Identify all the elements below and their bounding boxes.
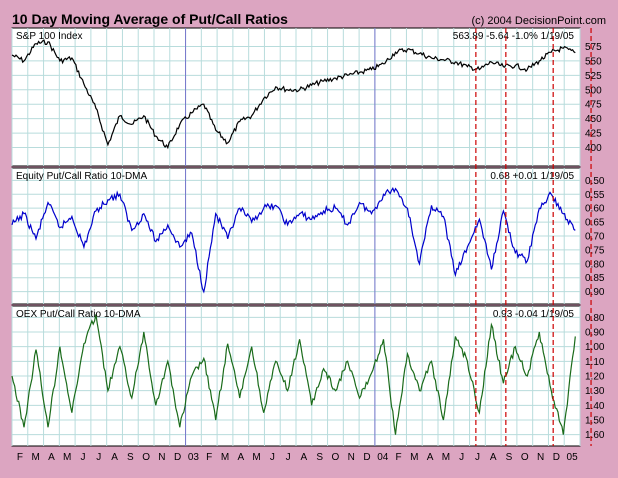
sp100-grid xyxy=(11,28,581,166)
x-tick-label: M xyxy=(221,452,229,463)
x-tick-label: M xyxy=(442,452,450,463)
chart-title: 10 Day Moving Average of Put/Call Ratios xyxy=(12,11,288,27)
x-tick-label: 05 xyxy=(567,452,579,463)
y-tick-label: 1.50 xyxy=(585,416,605,427)
oex-y-axis: 0.80 0.90 1.00 1.10 1.20 1.30 1.40 1.50 1.60 xyxy=(585,313,605,441)
y-tick-label: 0.60 xyxy=(585,204,605,215)
y-tick-label: 1.40 xyxy=(585,401,605,412)
y-tick-label: 0.90 xyxy=(585,287,605,298)
y-tick-label: 0.65 xyxy=(585,218,605,229)
y-tick-label: 1.60 xyxy=(585,430,605,441)
sp100-dividers xyxy=(185,28,376,166)
sp100-line xyxy=(11,39,576,150)
equity-readout: 0.68 +0.01 1/19/05 xyxy=(490,171,574,182)
copyright-notice: (c) 2004 DecisionPoint.com xyxy=(471,15,606,27)
x-tick-label: F xyxy=(17,452,23,463)
oex-panel-title: OEX Put/Call Ratio 10-DMA xyxy=(16,309,141,320)
x-tick-label: A xyxy=(237,452,244,463)
x-tick-label: D xyxy=(174,452,181,463)
equity-y-axis: 0.50 0.55 0.60 0.65 0.70 0.75 0.80 0.85 0.90 xyxy=(585,176,605,298)
x-tick-label: O xyxy=(142,452,150,463)
oex-panel: 0.80 0.90 1.00 1.10 1.20 1.30 1.40 1.50 1.60 OEX… xyxy=(11,305,605,447)
equity-panel-title: Equity Put/Call Ratio 10-DMA xyxy=(16,171,147,182)
x-tick-label: J xyxy=(475,452,480,463)
y-tick-label: 525 xyxy=(585,71,602,82)
oex-readout: 0.93 -0.04 1/19/05 xyxy=(493,309,575,320)
oex-dividers xyxy=(185,306,376,446)
x-tick-label: O xyxy=(332,452,340,463)
x-tick-label: A xyxy=(301,452,308,463)
x-tick-label: A xyxy=(427,452,434,463)
x-tick-label: J xyxy=(270,452,275,463)
x-tick-label: M xyxy=(31,452,39,463)
x-tick-label: S xyxy=(316,452,323,463)
y-tick-label: 0.80 xyxy=(585,313,605,324)
sp100-panel-title: S&P 100 Index xyxy=(16,31,83,42)
equity-dividers xyxy=(185,168,376,304)
x-tick-label: S xyxy=(127,452,134,463)
x-tick-label: D xyxy=(553,452,560,463)
sp100-readout: 563.89 -5.64 -1.0% 1/19/05 xyxy=(453,31,575,42)
x-tick-label: M xyxy=(410,452,418,463)
y-tick-label: 0.50 xyxy=(585,176,605,187)
x-tick-label: J xyxy=(81,452,86,463)
y-tick-label: 575 xyxy=(585,42,602,53)
y-tick-label: 450 xyxy=(585,114,602,125)
y-tick-label: 0.80 xyxy=(585,259,605,270)
x-tick-label: 03 xyxy=(188,452,200,463)
y-tick-label: 1.30 xyxy=(585,386,605,397)
equity-line xyxy=(11,186,576,294)
x-tick-label: J xyxy=(459,452,464,463)
sp100-y-axis: 400 425 450 475 500 525 550 575 xyxy=(585,42,602,154)
y-tick-label: 0.70 xyxy=(585,232,605,243)
y-tick-label: 400 xyxy=(585,143,602,154)
x-tick-label: A xyxy=(490,452,497,463)
x-tick-label: N xyxy=(537,452,544,463)
equity-panel: 0.50 0.55 0.60 0.65 0.70 0.75 0.80 0.85 0.90 Equ… xyxy=(11,167,605,305)
y-tick-label: 550 xyxy=(585,56,602,67)
y-tick-label: 1.20 xyxy=(585,372,605,383)
y-tick-label: 1.10 xyxy=(585,357,605,368)
y-tick-label: 1.00 xyxy=(585,342,605,353)
signal-lines xyxy=(475,28,592,446)
y-tick-label: 475 xyxy=(585,100,602,111)
y-tick-label: 0.90 xyxy=(585,328,605,339)
equity-grid xyxy=(11,168,581,304)
x-tick-label: O xyxy=(521,452,529,463)
x-tick-label: N xyxy=(158,452,165,463)
y-tick-label: 0.85 xyxy=(585,273,605,284)
y-tick-label: 0.55 xyxy=(585,190,605,201)
x-axis: F M A M J J A S O N D 03 F M A M J J A S O N D 04 F M A M J J A S O N D 05 xyxy=(17,452,578,463)
y-tick-label: 425 xyxy=(585,129,602,140)
x-tick-label: 04 xyxy=(377,452,389,463)
x-tick-label: F xyxy=(206,452,212,463)
y-tick-label: 0.75 xyxy=(585,245,605,256)
x-tick-label: A xyxy=(48,452,55,463)
x-tick-label: J xyxy=(286,452,291,463)
x-tick-label: M xyxy=(63,452,71,463)
x-tick-label: D xyxy=(363,452,370,463)
oex-line xyxy=(11,314,576,435)
x-tick-label: M xyxy=(252,452,260,463)
x-tick-label: A xyxy=(111,452,118,463)
x-tick-label: F xyxy=(396,452,402,463)
y-tick-label: 500 xyxy=(585,85,602,96)
x-tick-label: S xyxy=(506,452,513,463)
x-tick-label: J xyxy=(96,452,101,463)
sp100-panel: 400 425 450 475 500 525 550 575 S&P 100 Index 5… xyxy=(11,27,602,167)
x-tick-label: N xyxy=(348,452,355,463)
